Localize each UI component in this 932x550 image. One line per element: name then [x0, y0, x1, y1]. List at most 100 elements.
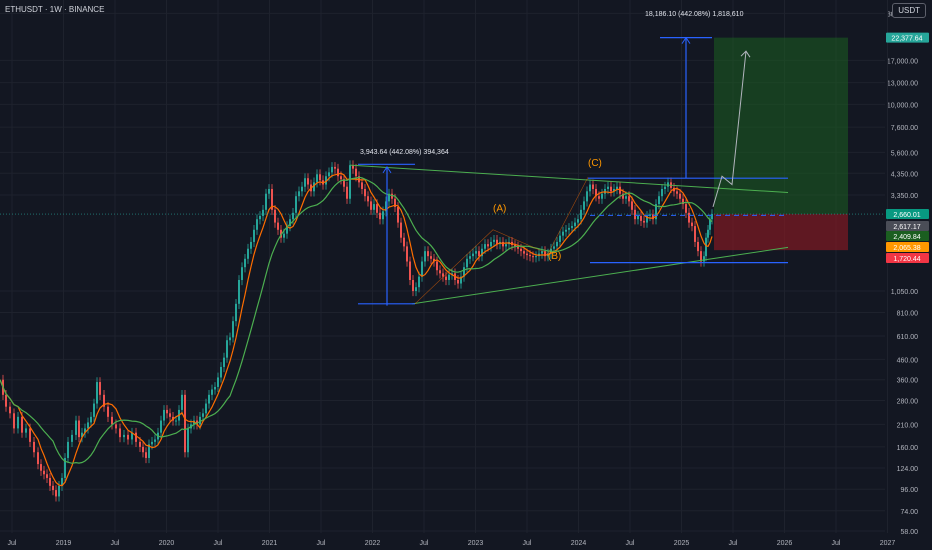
- price-label-text: 1,720.44: [893, 256, 920, 263]
- candle-body: [700, 251, 702, 262]
- candle-body: [697, 241, 699, 252]
- candle-body: [439, 270, 441, 274]
- candle-body: [664, 186, 666, 189]
- candle-body: [247, 248, 249, 259]
- candle-body: [107, 406, 109, 417]
- y-tick-label: 74.00: [900, 509, 918, 516]
- candle-body: [307, 178, 309, 185]
- candle-body: [142, 446, 144, 453]
- candle-body: [592, 184, 594, 189]
- candle-body: [169, 413, 171, 417]
- candle-body: [565, 229, 567, 232]
- wave-label: (B): [548, 251, 561, 262]
- candle-body: [544, 251, 546, 257]
- candle-body: [433, 258, 435, 262]
- candle-body: [61, 477, 63, 486]
- candle-body: [484, 244, 486, 249]
- candle-body: [460, 276, 462, 284]
- candle-body: [607, 186, 609, 189]
- x-tick-label: Jul: [420, 540, 429, 547]
- candle-body: [427, 251, 429, 257]
- candle-body: [707, 229, 709, 238]
- candle-body: [96, 382, 98, 404]
- candle-body: [598, 196, 600, 199]
- candle-body: [709, 219, 711, 230]
- candle-body: [75, 420, 77, 435]
- candle-body: [151, 441, 153, 445]
- currency-button[interactable]: USDT: [892, 3, 926, 18]
- candle-body: [541, 251, 543, 254]
- candle-body: [181, 394, 183, 410]
- candle-body: [487, 244, 489, 247]
- y-tick-label: 5,600.00: [891, 150, 918, 157]
- candle-body: [652, 214, 654, 220]
- candle-body: [568, 227, 570, 230]
- x-tick-label: Jul: [214, 540, 223, 547]
- candle-body: [328, 172, 330, 177]
- candle-body: [33, 441, 35, 453]
- candle-body: [115, 424, 117, 429]
- candle-body: [385, 201, 387, 212]
- price-label-tag: [886, 32, 929, 43]
- candle-body: [265, 193, 267, 210]
- slow-moving-average: [0, 176, 713, 464]
- candle-body: [526, 253, 528, 256]
- candle-body: [409, 261, 411, 280]
- price-label-tag: [886, 209, 929, 219]
- candle-body: [622, 193, 624, 199]
- candle-body: [166, 409, 168, 414]
- candle-body: [277, 222, 279, 230]
- candle-body: [496, 239, 498, 245]
- candle-body: [529, 255, 531, 257]
- candle-body: [64, 457, 66, 478]
- candle-body: [131, 432, 133, 440]
- candle-body: [67, 441, 69, 458]
- candle-body: [148, 444, 150, 458]
- candle-body: [643, 220, 645, 223]
- y-tick-label: 58.00: [900, 529, 918, 536]
- upper-trendline: [349, 164, 789, 194]
- candle-body: [679, 193, 681, 199]
- candle-body: [232, 321, 234, 338]
- y-tick-label: 1,050.00: [891, 289, 918, 296]
- candle-body: [705, 237, 707, 257]
- x-tick-label: Jul: [729, 540, 738, 547]
- y-tick-label: 13,000.00: [887, 81, 918, 88]
- y-tick-label: 7,600.00: [891, 125, 918, 132]
- candle-body: [367, 196, 369, 202]
- candle-body: [211, 389, 213, 395]
- candle-body: [589, 184, 591, 192]
- candle-body: [523, 251, 525, 254]
- candle-body: [430, 256, 432, 259]
- candle-body: [160, 420, 162, 433]
- candle-body: [412, 279, 414, 292]
- candle-body: [58, 485, 60, 497]
- candle-body: [619, 186, 621, 194]
- wave-label: (C): [588, 158, 602, 169]
- y-tick-label: 280.00: [897, 399, 919, 406]
- candle-body: [274, 209, 276, 223]
- y-tick-label: 17,000.00: [887, 58, 918, 65]
- candle-body: [562, 231, 564, 236]
- candle-body: [319, 174, 321, 181]
- candle-body: [187, 428, 189, 453]
- candle-body: [637, 215, 639, 220]
- candle-body: [406, 246, 408, 262]
- candle-body: [364, 188, 366, 197]
- candle-body: [559, 235, 561, 242]
- candle-body: [346, 186, 348, 199]
- candle-body: [43, 470, 45, 475]
- candle-body: [334, 166, 336, 169]
- symbol-label: ETHUSDT · 1W · BINANCE: [5, 5, 105, 14]
- y-tick-label: 460.00: [897, 357, 919, 364]
- candle-body: [397, 206, 399, 223]
- lower-trendline: [411, 246, 789, 305]
- price-label-tag: [886, 253, 929, 263]
- y-tick-label: 4,350.00: [891, 171, 918, 178]
- candle-body: [442, 273, 444, 277]
- y-tick-label: 124.00: [897, 466, 919, 473]
- x-tick-label: Jul: [111, 540, 120, 547]
- candle-body: [90, 416, 92, 423]
- price-label-tag: [886, 221, 929, 231]
